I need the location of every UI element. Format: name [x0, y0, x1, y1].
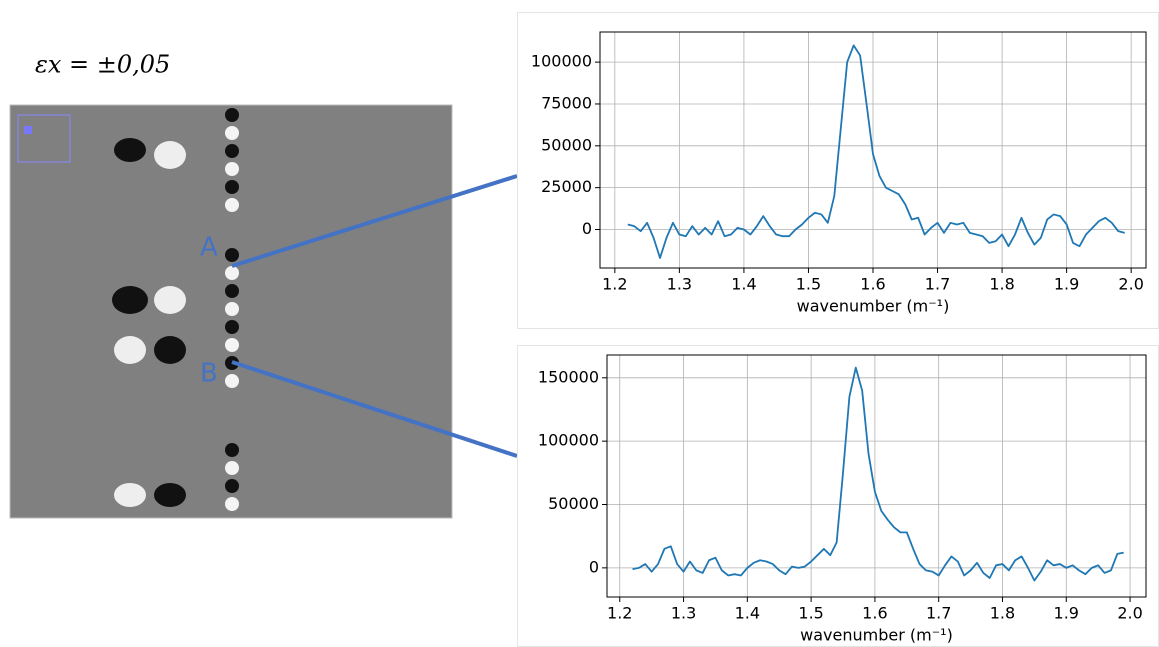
data-line — [632, 366, 1124, 582]
x-tick-label: 1.7 — [925, 275, 950, 294]
point-label: B — [200, 359, 218, 389]
y-tick-label: 100000 — [538, 431, 599, 450]
connector — [231, 360, 518, 458]
x-tick-label: 1.3 — [667, 275, 692, 294]
dot — [225, 338, 239, 352]
roi-marker — [24, 126, 32, 134]
y-tick-label: 0 — [582, 219, 592, 238]
x-tick-label: 2.0 — [1118, 275, 1143, 294]
dot — [225, 479, 239, 493]
x-tick-label: 1.7 — [926, 604, 951, 623]
point-label: A — [200, 233, 218, 263]
y-tick-label: 150000 — [538, 367, 599, 386]
y-tick-label: 100000 — [531, 52, 592, 71]
roi-box — [17, 114, 71, 163]
dot-column — [225, 108, 239, 511]
x-tick-label: 1.6 — [862, 604, 887, 623]
y-tick-label: 75000 — [541, 93, 592, 112]
strain-label: εx = ±0,05 — [35, 51, 170, 79]
x-tick-label: 1.2 — [602, 275, 627, 294]
x-tick-label: 1.5 — [796, 275, 821, 294]
dot — [225, 144, 239, 158]
panel — [517, 345, 1159, 647]
x-tick-label: 1.8 — [989, 275, 1014, 294]
connector — [231, 174, 518, 268]
x-tick-label: 2.0 — [1117, 604, 1142, 623]
y-tick-label: 0 — [589, 557, 599, 576]
y-tick-label: 25000 — [541, 177, 592, 196]
x-tick-label: 1.3 — [671, 604, 696, 623]
x-tick-label: 1.4 — [735, 604, 760, 623]
x-tick-label: 1.5 — [798, 604, 823, 623]
dot — [225, 374, 239, 388]
plot-frame — [599, 31, 1147, 269]
x-tick-label: 1.2 — [607, 604, 632, 623]
x-axis-label: wavenumber (m⁻¹) — [800, 626, 953, 645]
dot — [225, 443, 239, 457]
dot — [225, 180, 239, 194]
dot — [225, 108, 239, 122]
x-tick-label: 1.6 — [860, 275, 885, 294]
y-tick-label: 50000 — [541, 135, 592, 154]
dot — [225, 497, 239, 511]
x-tick-label: 1.9 — [1054, 604, 1079, 623]
dot — [225, 248, 239, 262]
dot — [225, 284, 239, 298]
dot — [225, 461, 239, 475]
dot — [225, 126, 239, 140]
x-tick-label: 1.8 — [990, 604, 1015, 623]
dot — [225, 320, 239, 334]
dot — [225, 302, 239, 316]
x-axis-label: wavenumber (m⁻¹) — [797, 297, 950, 316]
dot — [225, 266, 239, 280]
x-tick-label: 1.4 — [731, 275, 756, 294]
dot — [225, 162, 239, 176]
data-line — [627, 44, 1125, 259]
y-tick-label: 50000 — [548, 494, 599, 513]
strain-image: A B — [9, 104, 518, 519]
plot-frame — [606, 354, 1147, 598]
blob-group — [112, 138, 186, 507]
x-tick-label: 1.9 — [1054, 275, 1079, 294]
dot — [225, 198, 239, 212]
